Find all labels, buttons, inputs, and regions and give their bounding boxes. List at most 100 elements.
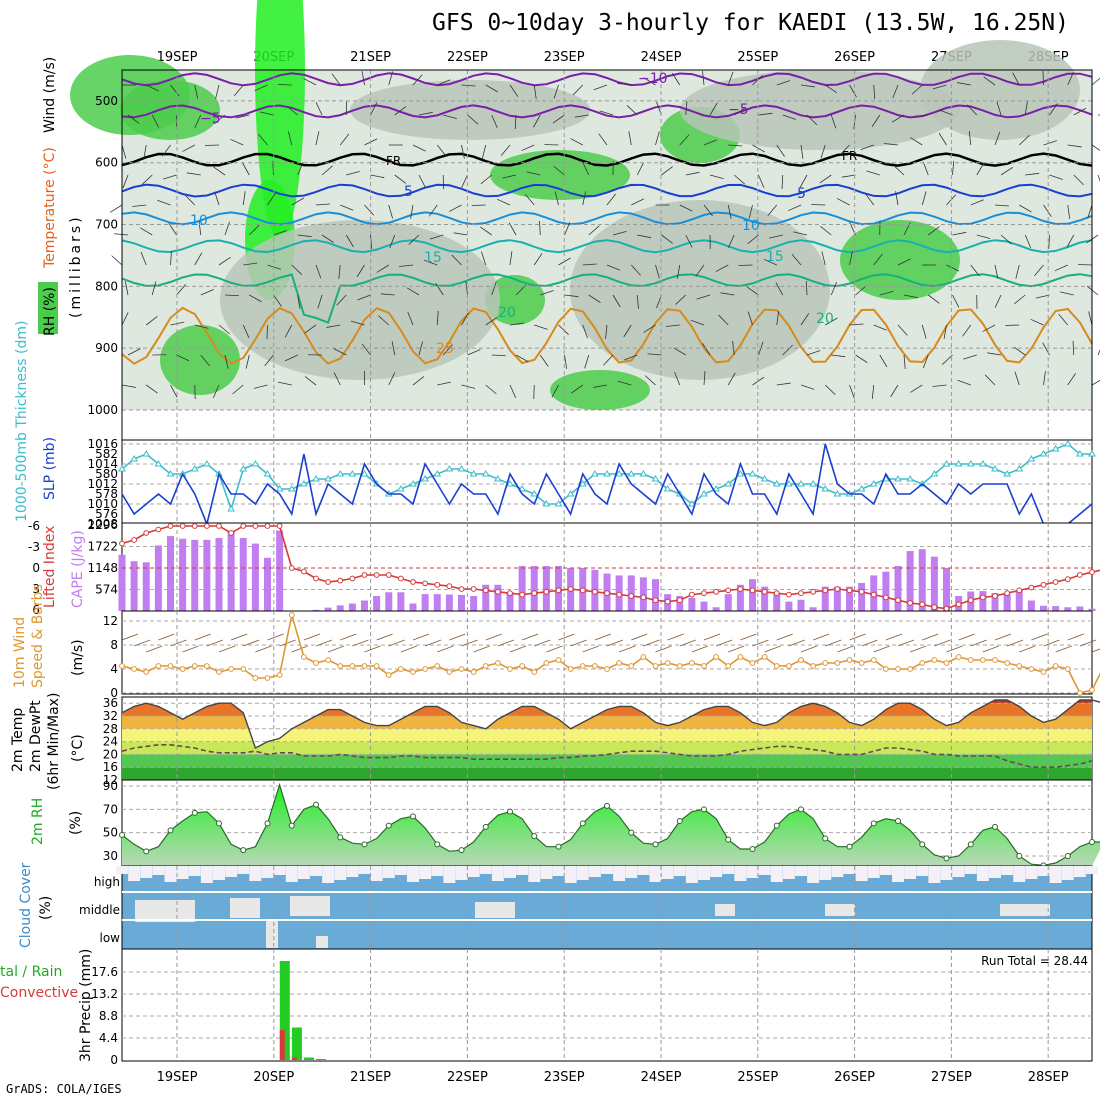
- label-cloud-cover: Cloud Cover: [18, 862, 34, 948]
- wind-barb: [291, 264, 303, 276]
- lifted-index-line-point: [834, 586, 841, 592]
- cloud-mid-block: [316, 936, 328, 948]
- contour-25: [121, 306, 1093, 365]
- thickness-line-point: [433, 470, 442, 477]
- lifted-index-line-point: [1040, 581, 1047, 588]
- cape-li-panel: [118, 522, 1100, 612]
- wind-barb: [186, 172, 201, 176]
- thickness-line-point: [869, 480, 878, 487]
- wind-barb: [213, 166, 226, 176]
- thickness-line-point: [1051, 445, 1060, 452]
- lifted-index-line-point: [955, 601, 962, 608]
- cape-bar: [179, 538, 187, 611]
- wind-barb: [146, 316, 158, 326]
- wind-barb: [435, 283, 444, 296]
- wind-barb: [1030, 318, 1044, 326]
- wind-barb: [388, 372, 396, 386]
- wind-barb: [982, 324, 996, 332]
- wind-barb: [800, 384, 815, 390]
- cloud-high-block: [855, 866, 868, 881]
- date-label-bottom: 21SEP: [350, 1070, 391, 1085]
- cape-bar: [336, 605, 344, 611]
- thickness-line-point: [712, 485, 721, 492]
- wind-speed-line-point: [688, 660, 695, 666]
- wind-barb: [304, 376, 317, 386]
- wind-barb: [336, 294, 347, 306]
- cloud-mid-block: [290, 896, 330, 916]
- wind-speed-line-point: [628, 663, 635, 669]
- wind-speed-line-point: [846, 657, 853, 663]
- rh2m-point: [434, 841, 441, 848]
- wind-barb: [146, 384, 158, 394]
- wind-barb: [571, 384, 583, 394]
- wind-barb: [170, 84, 180, 97]
- wind-speed-line-point: [240, 666, 247, 672]
- wind-barb: [461, 312, 469, 326]
- cape-bar: [1015, 590, 1023, 611]
- wind-barb: [1066, 234, 1075, 248]
- label-cape: CAPE (J/kg): [70, 530, 86, 608]
- cloud-high-block: [346, 866, 359, 877]
- axis-ticks: 5006007008009001000576578580582100810101…: [28, 94, 118, 1067]
- wind-barb: [539, 354, 549, 367]
- lifted-index-line-point: [373, 572, 380, 578]
- wind-barb: [873, 253, 883, 266]
- y-tick-label: 1000: [87, 403, 118, 417]
- wind-barb: [554, 191, 559, 206]
- lifted-index-line-point: [737, 586, 744, 592]
- rh2m-point: [385, 822, 392, 829]
- label-temp-unit: (°C): [70, 734, 86, 762]
- thickness-line-point: [663, 485, 672, 492]
- wind-barb: [727, 372, 736, 386]
- thickness-line-point: [493, 475, 502, 482]
- cape-bar: [688, 597, 696, 611]
- wind-barb: [685, 171, 700, 176]
- wind-barb: [728, 144, 743, 147]
- thickness-line-point: [578, 480, 587, 487]
- wind-barb: [182, 144, 195, 152]
- cloud-high-block: [928, 866, 941, 883]
- wind10-barb: [340, 633, 357, 641]
- rh-shade: [485, 275, 545, 325]
- wind-barb: [333, 372, 341, 386]
- wind-speed-line-point: [470, 669, 477, 675]
- wind10-barb: [643, 639, 660, 647]
- cloud-high-block: [1049, 866, 1062, 883]
- wind10-barb: [849, 633, 866, 641]
- wind-barb: [679, 204, 693, 212]
- cape-bar: [882, 571, 890, 611]
- wind10-barb: [206, 639, 224, 647]
- wind-barb: [509, 84, 519, 97]
- wind10-barb: [897, 639, 915, 647]
- label-precip-total: tal / Rain: [0, 964, 62, 980]
- wind-barb: [213, 114, 226, 125]
- wind-speed-line-point: [992, 657, 998, 663]
- cloud-high-block: [310, 866, 322, 876]
- thickness-line-point: [797, 480, 805, 487]
- y-tick-label: 32: [103, 709, 118, 723]
- wind-barb: [661, 234, 673, 244]
- thickness-line-point: [1088, 450, 1096, 457]
- wind-barb: [617, 83, 632, 86]
- cloud-high-block: [273, 866, 286, 875]
- wind-barb: [671, 72, 681, 86]
- wind-barb: [758, 174, 765, 189]
- cape-bar: [809, 607, 817, 611]
- wind10-barb: [267, 633, 284, 641]
- rh2m-point: [191, 809, 198, 816]
- wind10-barb: [679, 639, 696, 647]
- wind10-barb: [1031, 633, 1048, 641]
- cape-bar: [724, 594, 732, 611]
- wind10-barb: [715, 639, 733, 647]
- y-tick-label-slp: 1012: [87, 477, 118, 491]
- wind-barb: [170, 251, 172, 266]
- wind-barb: [1097, 349, 1100, 356]
- wind-speed-line-point: [216, 669, 222, 675]
- wind-barb: [1097, 174, 1100, 183]
- cape-bar: [736, 584, 744, 611]
- cape-bar: [1076, 606, 1084, 611]
- wind-barb: [200, 289, 214, 296]
- wind-barb: [946, 264, 960, 272]
- rh2m-point: [216, 820, 222, 827]
- wind10-barb: [521, 633, 539, 641]
